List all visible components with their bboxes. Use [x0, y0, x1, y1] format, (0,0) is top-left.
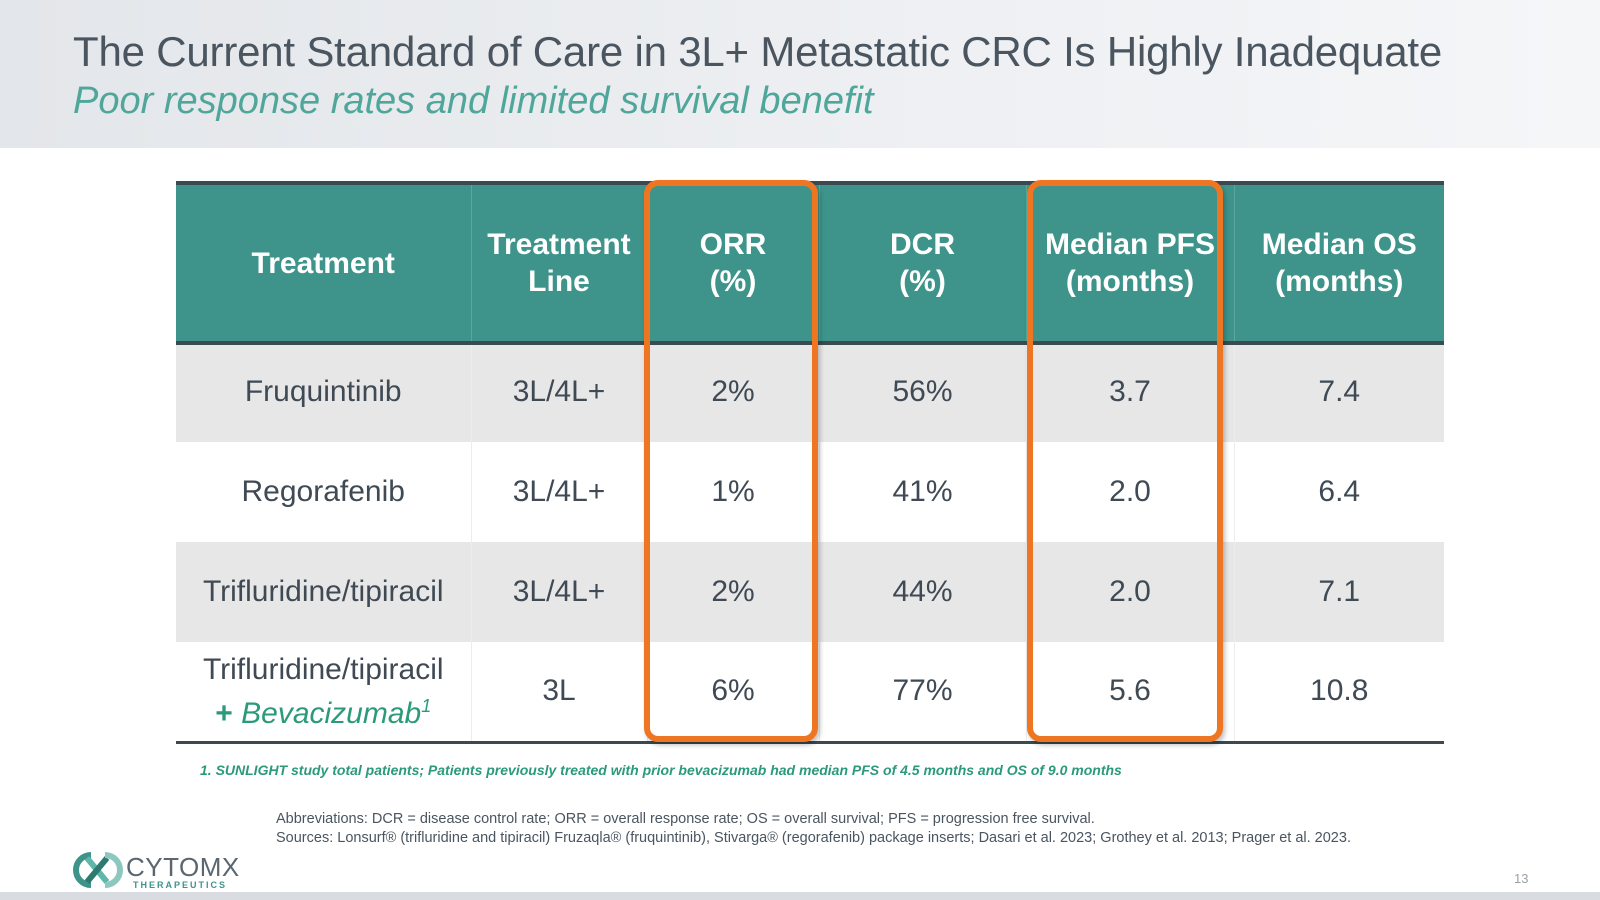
treatment-combination: + Bevacizumab1	[215, 695, 432, 730]
cell-dcr: 77%	[819, 642, 1027, 742]
cell-orr: 1%	[647, 442, 820, 542]
col-header-dcr: DCR (%)	[819, 184, 1027, 342]
sources-note: Sources: Lonsurf® (trifluridine and tipi…	[276, 830, 1351, 846]
treatment-name: Trifluridine/tipiracil	[202, 652, 444, 686]
cell-treatment: Regorafenib	[176, 442, 472, 542]
table-row: Trifluridine/tipiracil 3L/4L+ 2% 44% 2.0…	[176, 542, 1444, 642]
cell-treatment-line: 3L	[471, 642, 648, 742]
cell-treatment: Fruquintinib	[176, 342, 472, 442]
table-header-rule	[176, 341, 1444, 345]
cell-treatment-line: 3L/4L+	[471, 342, 648, 442]
table-row: Trifluridine/tipiracil + Bevacizumab1 3L…	[176, 642, 1444, 742]
cell-median-pfs: 5.6	[1026, 642, 1235, 742]
cell-orr: 2%	[647, 342, 820, 442]
col-header-median-os: Median OS (months)	[1234, 184, 1444, 342]
cell-dcr: 56%	[819, 342, 1027, 442]
page-number: 13	[1514, 871, 1529, 886]
cell-treatment-line: 3L/4L+	[471, 542, 648, 642]
logo-wordmark: CYTOMX	[126, 852, 240, 882]
table-footnote: 1. SUNLIGHT study total patients; Patien…	[200, 762, 1122, 778]
cell-median-os: 7.4	[1234, 342, 1444, 442]
table-row: Fruquintinib 3L/4L+ 2% 56% 3.7 7.4	[176, 342, 1444, 442]
cell-median-pfs: 2.0	[1026, 442, 1235, 542]
table-top-rule	[176, 181, 1444, 185]
cell-median-os: 7.1	[1234, 542, 1444, 642]
cell-median-pfs: 2.0	[1026, 542, 1235, 642]
slide-header: The Current Standard of Care in 3L+ Meta…	[0, 0, 1600, 148]
cell-treatment: Trifluridine/tipiracil + Bevacizumab1	[176, 642, 472, 742]
cell-median-pfs: 3.7	[1026, 342, 1235, 442]
cell-dcr: 41%	[819, 442, 1027, 542]
col-header-orr: ORR (%)	[647, 184, 820, 342]
footnote-marker: 1	[421, 695, 432, 716]
col-header-treatment-line: Treatment Line	[471, 184, 648, 342]
cell-median-os: 6.4	[1318, 475, 1361, 508]
cell-median-os: 10.8	[1310, 674, 1369, 708]
cell-dcr: 44%	[819, 542, 1027, 642]
col-header-treatment: Treatment	[176, 184, 472, 342]
table-row: Regorafenib 3L/4L+ 1% 41% 2.0 6.4	[176, 442, 1444, 542]
company-logo: CYTOMX THERAPEUTICS	[73, 850, 239, 890]
cell-orr: 2%	[647, 542, 820, 642]
slide-subtitle: Poor response rates and limited survival…	[73, 80, 874, 122]
slide-title: The Current Standard of Care in 3L+ Meta…	[73, 28, 1443, 75]
col-header-median-pfs: Median PFS (months)	[1026, 184, 1235, 342]
cytomx-logo-icon	[73, 852, 123, 888]
cell-treatment-line: 3L/4L+	[471, 442, 648, 542]
abbreviations-note: Abbreviations: DCR = disease control rat…	[276, 811, 1095, 827]
bottom-bar	[0, 892, 1600, 900]
cell-orr: 6%	[647, 642, 820, 742]
logo-tagline: THERAPEUTICS	[133, 880, 228, 890]
table-header-row: Treatment Treatment Line ORR (%) DCR (%) Me…	[176, 184, 1444, 342]
cell-treatment: Trifluridine/tipiracil	[176, 542, 472, 642]
comparison-table: Treatment Treatment Line ORR (%) DCR (%) Me…	[176, 180, 1444, 744]
